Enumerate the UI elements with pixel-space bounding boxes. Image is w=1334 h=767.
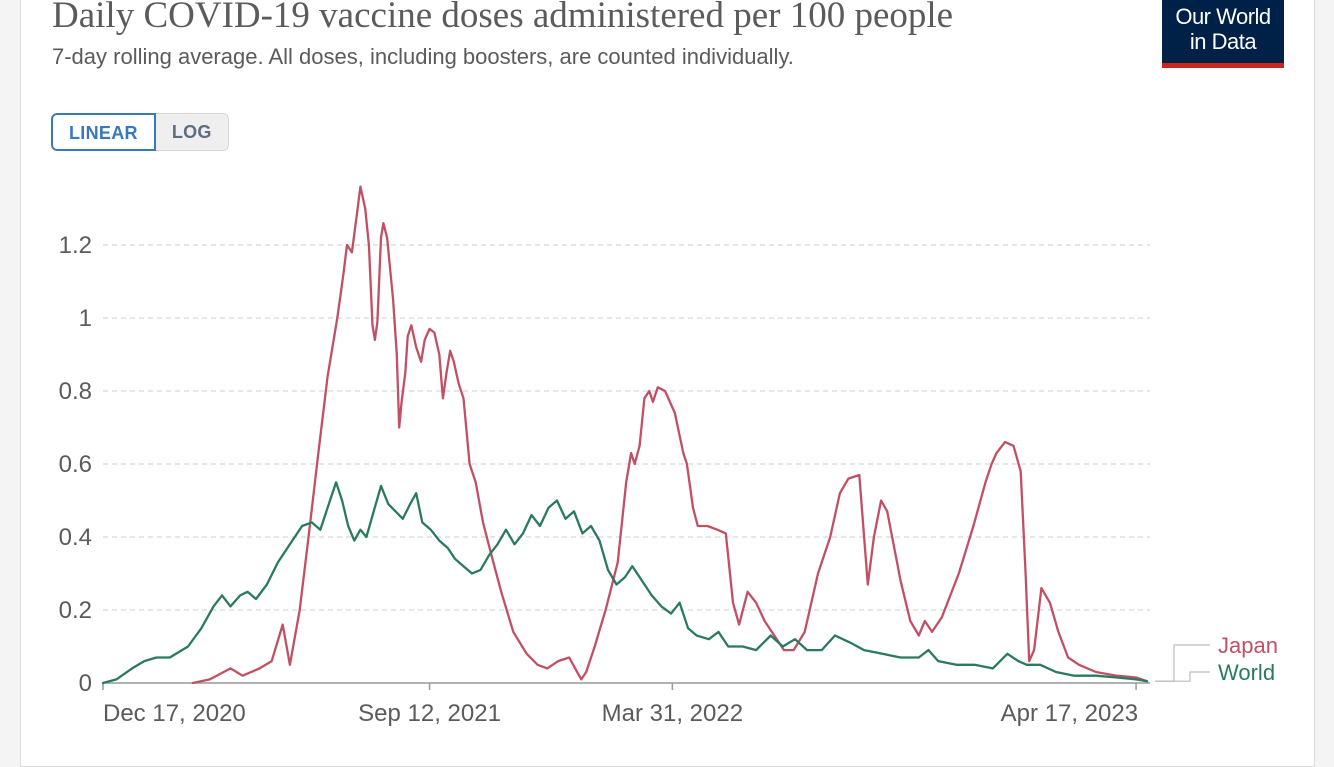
x-tick-label: Mar 31, 2022 — [602, 700, 743, 727]
y-tick-label: 1.2 — [59, 232, 92, 259]
line-chart: 0 0.2 0.4 0.6 0.8 1 1.2 Dec 17, 2020 Sep 12, 202… — [59, 185, 1278, 727]
linear-scale-button[interactable]: LINEAR — [51, 113, 156, 151]
series-label-world: World — [1218, 660, 1275, 685]
log-scale-button[interactable]: LOG — [155, 113, 229, 151]
series-label-connector — [1155, 644, 1210, 682]
series-line-world — [101, 481, 1149, 685]
chart-subtitle: 7-day rolling average. All doses, includ… — [52, 44, 794, 69]
x-tick-label: Sep 12, 2021 — [358, 700, 501, 727]
scale-toggle: LINEAR LOG — [51, 113, 229, 151]
y-tick-label: 1 — [79, 305, 92, 332]
y-tick-label: 0.2 — [59, 597, 92, 624]
x-tick-label: Apr 17, 2023 — [1001, 700, 1138, 727]
chart-card — [20, 0, 1315, 767]
series-label-japan: Japan — [1218, 633, 1278, 658]
x-tick-label: Dec 17, 2020 — [103, 700, 246, 727]
owid-logo[interactable]: Our World in Data — [1162, 0, 1284, 68]
y-tick-label: 0.8 — [59, 378, 92, 405]
y-tick-label: 0.4 — [59, 524, 92, 551]
logo-line-1: Our World — [1175, 4, 1271, 29]
chart-title: Daily COVID-19 vaccine doses administere… — [52, 0, 954, 36]
y-tick-label: 0 — [79, 670, 92, 697]
series-line-japan — [191, 185, 1149, 685]
logo-line-2: in Data — [1189, 29, 1257, 54]
y-tick-label: 0.6 — [59, 451, 92, 478]
series-label-connector — [1155, 671, 1210, 682]
